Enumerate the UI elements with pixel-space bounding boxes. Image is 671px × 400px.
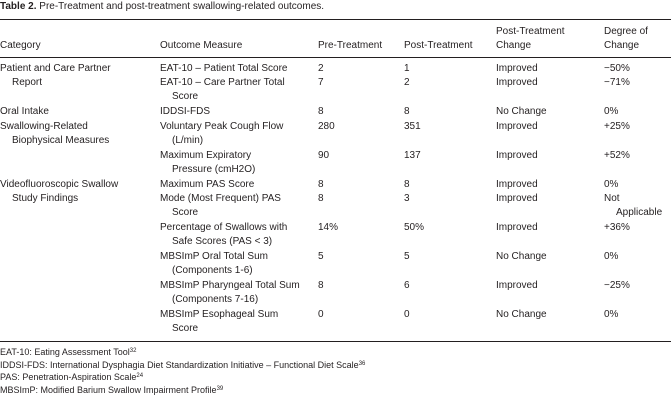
table-row-degree: −25%: [604, 280, 630, 291]
footnote-eat10: EAT-10: Eating Assessment Tool32: [0, 346, 365, 359]
table-row-outcome-measure-cont: Score: [172, 323, 199, 334]
table-row-degree: 0%: [604, 106, 619, 117]
footnote-text: PAS: Penetration-Aspiration Scale: [0, 372, 137, 382]
table-row-change: Improved: [496, 280, 538, 291]
table-row-degree: +52%: [604, 150, 630, 161]
table-row-outcome-measure: Percentage of Swallows with: [160, 222, 288, 233]
table-row-degree: −71%: [604, 77, 630, 88]
header-degree-of-change-line2: Change: [604, 40, 640, 51]
header-post-treatment: Post-Treatment: [404, 40, 473, 51]
table-row-outcome-measure: MBSImP Esophageal Sum: [160, 309, 279, 320]
table-row-pre-treatment: 5: [318, 251, 324, 262]
table-row-change: No Change: [496, 309, 547, 320]
header-category: Category: [0, 40, 41, 51]
table-row-pre-treatment: 0: [318, 309, 324, 320]
table-row-pre-treatment: 2: [318, 63, 324, 74]
table-row-post-treatment: 2: [404, 77, 410, 88]
table-row-change: No Change: [496, 251, 547, 262]
table-row-outcome-measure: Voluntary Peak Cough Flow: [160, 121, 284, 132]
table-row-post-treatment: 50%: [404, 222, 425, 233]
table-row-change: Improved: [496, 222, 538, 233]
table-row-post-treatment: 3: [404, 193, 410, 204]
table-row-outcome-measure: MBSImP Oral Total Sum: [160, 251, 268, 262]
category-label: Report: [12, 77, 43, 88]
table-row-pre-treatment: 14%: [318, 222, 339, 233]
table-row-post-treatment: 5: [404, 251, 410, 262]
footnote-reference: 39: [216, 385, 224, 392]
footnote-reference: 32: [129, 348, 137, 354]
table-row-change: Improved: [496, 63, 538, 74]
table-row-outcome-measure-cont: Pressure (cmH2O): [172, 164, 256, 175]
table-row-degree: 0%: [604, 251, 619, 262]
table-row-degree: +25%: [604, 121, 630, 132]
table-caption-text: Pre-Treatment and post-treatment swallow…: [39, 1, 325, 12]
category-label: Biophysical Measures: [12, 135, 110, 146]
table-row-change: Improved: [496, 193, 538, 204]
table-row-outcome-measure: EAT-10 – Patient Total Score: [160, 63, 288, 74]
table-row-post-treatment: 137: [404, 150, 421, 161]
table-row-pre-treatment: 8: [318, 193, 324, 204]
header-post-treatment-change-line1: Post-Treatment: [496, 26, 565, 37]
table-row-outcome-measure-cont: Score: [172, 207, 199, 218]
footnote-reference: 24: [136, 373, 144, 379]
table-footnotes: EAT-10: Eating Assessment Tool32 IDDSI-F…: [0, 346, 365, 396]
table-row-outcome-measure-cont: Safe Scores (PAS < 3): [172, 236, 273, 247]
table-row-pre-treatment: 8: [318, 179, 324, 190]
table-row-outcome-measure-cont: (Components 1-6): [172, 265, 253, 276]
table-bottom-rule: [0, 341, 671, 342]
table-row-change: Improved: [496, 150, 538, 161]
table-row-post-treatment: 1: [404, 63, 410, 74]
table-row-pre-treatment: 8: [318, 106, 324, 117]
footnote-text: MBSImP: Modified Barium Swallow Impairme…: [0, 384, 217, 395]
category-label: Patient and Care Partner: [0, 63, 111, 74]
table-row-degree: +36%: [604, 222, 630, 233]
table-row-post-treatment: 8: [404, 179, 410, 190]
table-row-outcome-measure: EAT-10 – Care Partner Total: [160, 77, 285, 88]
table-row-outcome-measure: Mode (Most Frequent) PAS: [160, 193, 281, 204]
category-label: Swallowing-Related: [0, 121, 88, 132]
category-label: Oral Intake: [0, 106, 49, 117]
table-row-outcome-measure: Maximum PAS Score: [160, 179, 255, 190]
table-row-degree: 0%: [604, 309, 619, 320]
footnote-iddsi: IDDSI-FDS: International Dysphagia Diet …: [0, 359, 365, 372]
table-row-change: No Change: [496, 106, 547, 117]
table-row-degree: −50%: [604, 63, 630, 74]
footnote-text: IDDSI-FDS: International Dysphagia Diet …: [0, 359, 359, 370]
table-top-rule: [0, 19, 671, 20]
table-row-outcome-measure: IDDSI-FDS: [160, 106, 210, 117]
table-row-post-treatment: 0: [404, 309, 410, 320]
table-row-pre-treatment: 90: [318, 150, 330, 161]
table-row-pre-treatment: 8: [318, 280, 324, 291]
table-row-degree-cont: Applicable: [616, 207, 663, 218]
table-row-outcome-measure-cont: (Components 7-16): [172, 294, 259, 305]
table-row-change: Improved: [496, 179, 538, 190]
footnote-pas: PAS: Penetration-Aspiration Scale24: [0, 371, 365, 384]
table-row-post-treatment: 351: [404, 121, 421, 132]
footnote-mbsimp: MBSImP: Modified Barium Swallow Impairme…: [0, 384, 365, 397]
table-row-outcome-measure: Maximum Expiratory: [160, 150, 252, 161]
table-row-outcome-measure: MBSImP Pharyngeal Total Sum: [160, 280, 300, 291]
table-row-pre-treatment: 280: [318, 121, 335, 132]
table-row-post-treatment: 8: [404, 106, 410, 117]
table-row-degree: 0%: [604, 179, 619, 190]
header-degree-of-change-line1: Degree of: [604, 26, 648, 37]
table-caption-label: Table 2.: [0, 1, 37, 12]
table-row-change: Improved: [496, 121, 538, 132]
table-header-rule: [0, 57, 671, 58]
table-row-outcome-measure-cont: Score: [172, 91, 199, 102]
table-caption: Table 2. Pre-Treatment and post-treatmen…: [0, 1, 324, 13]
header-post-treatment-change-line2: Change: [496, 40, 532, 51]
header-pre-treatment: Pre-Treatment: [318, 40, 383, 51]
category-label: Videofluoroscopic Swallow: [0, 179, 119, 190]
header-outcome-measure: Outcome Measure: [160, 40, 243, 51]
category-label: Study Findings: [12, 193, 79, 204]
footnote-reference: 36: [358, 360, 366, 367]
table-row-post-treatment: 6: [404, 280, 410, 291]
table-row-degree: Not: [604, 193, 620, 204]
table-row-pre-treatment: 7: [318, 77, 324, 88]
footnote-text: EAT-10: Eating Assessment Tool: [0, 347, 130, 357]
table-row-change: Improved: [496, 77, 538, 88]
table-row-outcome-measure-cont: (L/min): [172, 135, 204, 146]
